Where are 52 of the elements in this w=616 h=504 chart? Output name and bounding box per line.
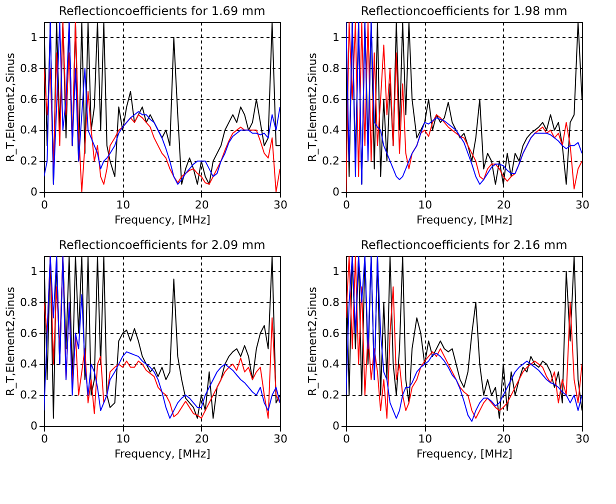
x-tick-label: 10 xyxy=(116,432,130,446)
x-tick-label: 10 xyxy=(116,198,130,212)
y-tick-label: 0 xyxy=(30,420,38,432)
y-tick-label: 0.8 xyxy=(322,62,340,75)
y-tick-label: 0.2 xyxy=(322,388,340,402)
x-axis-title: Frequency, [MHz] xyxy=(114,448,210,460)
y-tick-label: 0.6 xyxy=(322,92,340,106)
x-tick-label: 10 xyxy=(418,198,432,212)
y-tick-label: 0.8 xyxy=(20,62,38,75)
x-tick-label: 0 xyxy=(41,432,48,446)
chart-title: Reflectioncoefficients for 1.69 mm xyxy=(58,4,266,18)
x-tick-label: 30 xyxy=(576,198,590,212)
y-axis-title: R_T,Element2,Sinus xyxy=(4,286,18,396)
y-tick-label: 0.6 xyxy=(20,92,38,106)
x-tick-label: 20 xyxy=(496,198,511,212)
y-tick-label: 0.6 xyxy=(20,326,38,340)
x-tick-label: 20 xyxy=(194,198,209,212)
x-tick-label: 20 xyxy=(496,432,511,446)
y-tick-label: 0.2 xyxy=(322,154,340,168)
x-tick-label: 0 xyxy=(343,198,350,212)
y-tick-label: 0 xyxy=(332,420,340,432)
x-tick-label: 10 xyxy=(418,432,432,446)
y-tick-label: 0.8 xyxy=(20,296,38,309)
x-tick-label: 30 xyxy=(274,432,288,446)
y-tick-label: 1 xyxy=(332,264,340,278)
x-tick-label: 30 xyxy=(576,432,590,446)
y-tick-label: 0.2 xyxy=(20,388,38,402)
chart-title: Reflectioncoefficients for 2.16 mm xyxy=(360,238,568,252)
x-axis-title: Frequency, [MHz] xyxy=(416,448,512,460)
y-tick-label: 0.2 xyxy=(20,154,38,168)
x-tick-label: 0 xyxy=(41,198,48,212)
y-tick-label: 0 xyxy=(332,186,340,198)
x-axis-title: Frequency, [MHz] xyxy=(114,214,210,226)
x-tick-label: 0 xyxy=(343,432,350,446)
y-axis-title: R_T,Element2,Sinus xyxy=(306,286,320,396)
y-axis-title: R_T,Element2,Sinus xyxy=(4,52,18,162)
chart-title: Reflectioncoefficients for 1.98 mm xyxy=(360,4,568,18)
y-tick-label: 0.4 xyxy=(322,124,340,137)
x-tick-label: 30 xyxy=(274,198,288,212)
y-tick-label: 0.6 xyxy=(322,326,340,340)
y-tick-label: 0.4 xyxy=(20,124,38,137)
y-tick-label: 0.4 xyxy=(20,358,38,371)
y-tick-label: 1 xyxy=(30,264,38,278)
chart-title: Reflectioncoefficients for 2.09 mm xyxy=(58,238,266,252)
y-tick-label: 0.4 xyxy=(322,358,340,371)
y-axis-title: R_T,Element2,Sinus xyxy=(306,52,320,162)
x-tick-label: 20 xyxy=(194,432,209,446)
x-axis-title: Frequency, [MHz] xyxy=(416,214,512,226)
y-tick-label: 0.8 xyxy=(322,296,340,309)
y-tick-label: 0 xyxy=(30,186,38,198)
y-tick-label: 1 xyxy=(332,30,340,44)
y-tick-label: 1 xyxy=(30,30,38,44)
